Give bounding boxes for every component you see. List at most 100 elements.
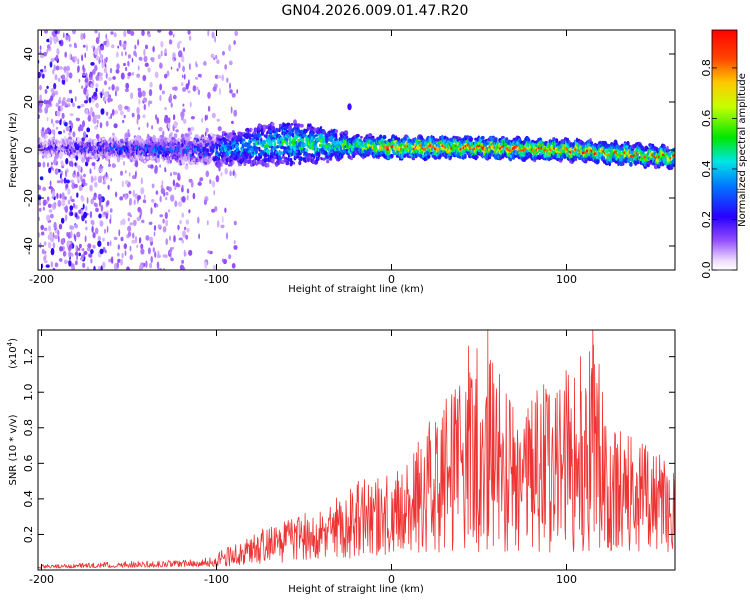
band-cell [489,153,492,157]
noise-cell [207,105,211,112]
noise-cell [131,232,135,239]
noise-cell [182,87,187,92]
noise-cell [91,225,94,233]
noise-cell [72,102,75,107]
band-cell [322,130,326,135]
noise-cell [55,65,60,71]
noise-cell [74,224,78,229]
noise-cell [92,116,97,125]
noise-cell [83,173,86,178]
noise-cell [213,190,215,196]
noise-cell [199,177,204,182]
noise-cell [156,203,159,208]
noise-cell [197,216,200,224]
noise-cell [147,164,151,169]
noise-cell [58,235,60,243]
band-cell [163,142,167,147]
noise-cell [153,202,157,208]
noise-cell [95,55,100,61]
noise-cell [226,77,229,83]
noise-cell [90,219,95,225]
noise-cell [63,129,66,134]
noise-cell [185,234,189,240]
noise-cell [123,62,126,67]
noise-cell [80,124,84,132]
band-cell [194,134,199,138]
noise-cell [145,235,150,241]
noise-cell [40,224,44,231]
band-cell [266,163,270,168]
noise-cell [146,122,149,128]
noise-cell [106,200,110,206]
noise-cell [205,170,210,178]
noise-cell [74,56,78,62]
band-cell [117,156,120,163]
noise-cell [175,129,179,133]
noise-cell [91,45,94,49]
noise-cell [48,167,52,174]
noise-cell [233,40,236,45]
noise-cell [71,198,75,203]
noise-cell [44,106,49,114]
noise-cell [145,44,148,50]
noise-cell [124,194,128,200]
noise-cell [160,41,164,48]
noise-cell [156,261,160,269]
noise-cell [115,86,120,92]
noise-cell [83,131,87,139]
noise-cell [177,174,181,181]
noise-cell [156,117,160,125]
noise-cell [108,86,111,90]
noise-cell [158,127,163,132]
noise-cell [222,215,224,224]
noise-cell [174,121,179,127]
band-cell [475,155,479,159]
noise-cell [195,86,199,91]
noise-cell [99,122,103,129]
noise-cell [140,243,144,250]
noise-cell [72,131,76,138]
noise-cell [47,241,52,249]
noise-cell [181,259,185,264]
noise-cell [38,105,42,111]
noise-cell [133,50,137,56]
noise-cell [159,195,162,203]
noise-cell [42,68,47,73]
noise-cell [232,170,235,176]
noise-cell [95,133,100,140]
band-cell [77,137,82,142]
noise-cell [139,264,143,270]
noise-cell [168,39,173,45]
noise-cell [77,178,80,184]
noise-cell [234,30,238,36]
noise-cell [126,30,131,35]
noise-cell [47,225,52,232]
band-cell [135,141,140,146]
noise-cell [176,42,181,49]
band-cell [345,131,349,135]
noise-cell [66,232,69,237]
band-cell [136,135,140,140]
noise-cell [132,189,135,197]
noise-cell [145,260,148,268]
noise-cell [236,89,238,94]
noise-cell [117,258,121,263]
noise-cell [201,118,204,123]
noise-cell [54,262,59,268]
noise-cell [112,76,116,80]
noise-cell [69,225,73,230]
noise-cell [53,201,57,209]
band-cell [286,137,289,142]
noise-cell [160,184,164,189]
noise-cell [39,176,44,181]
noise-cell [56,180,61,184]
noise-cell [68,244,73,249]
band-cell [156,158,161,163]
noise-cell [117,45,120,49]
noise-cell [168,209,171,213]
noise-cell [159,94,162,102]
noise-cell [182,103,185,107]
noise-cell [85,226,88,231]
noise-cell [77,247,81,251]
